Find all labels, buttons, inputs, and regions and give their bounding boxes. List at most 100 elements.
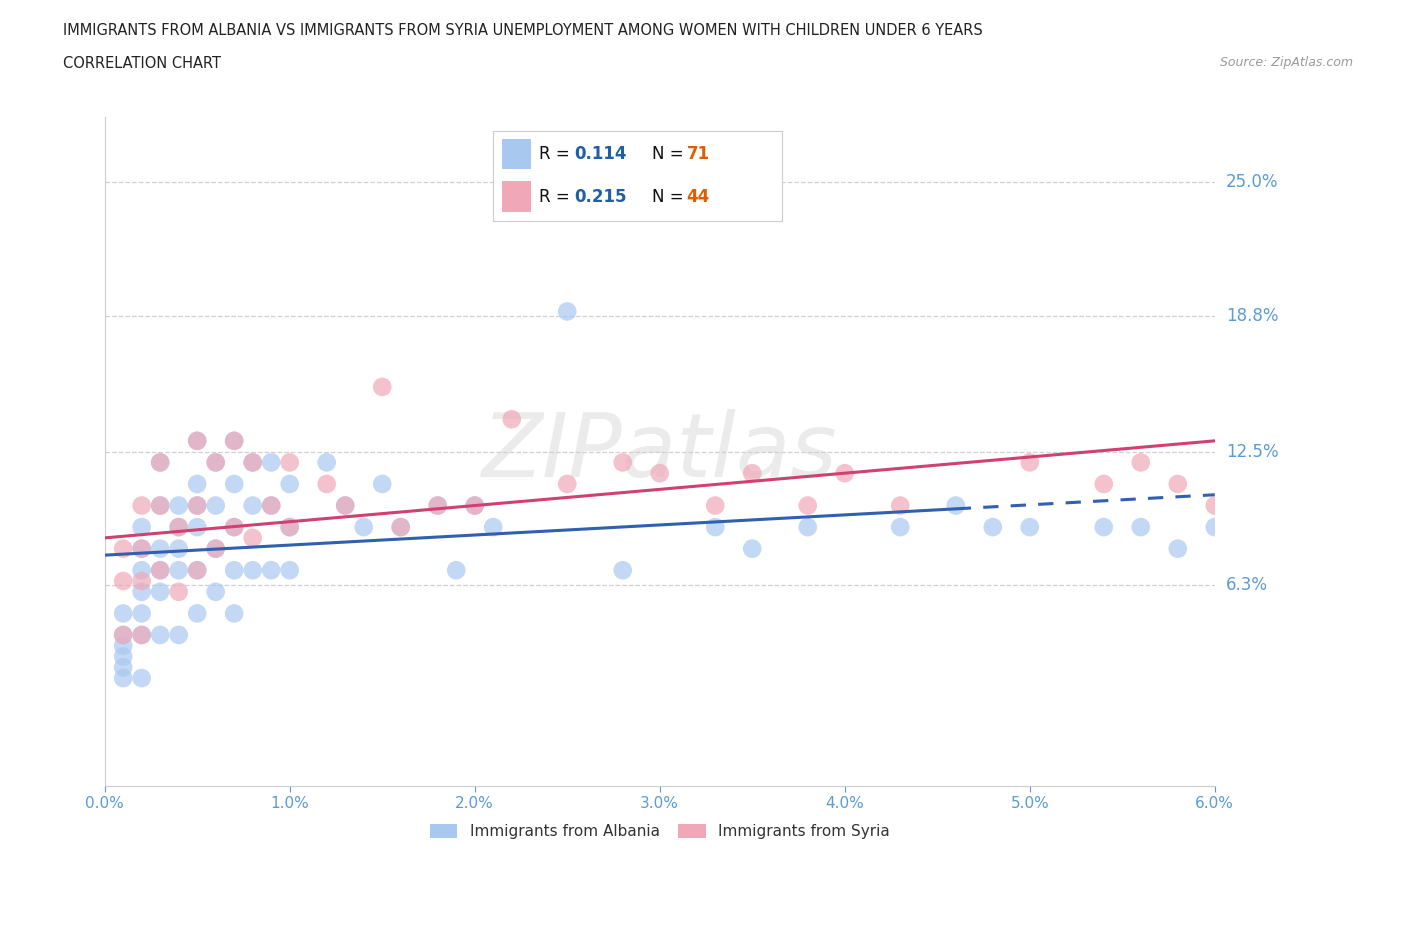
Point [131,541,153,556]
Point [112,606,135,621]
Point [741,541,763,556]
Point [112,638,135,653]
Point [112,628,135,643]
Text: Source: ZipAtlas.com: Source: ZipAtlas.com [1219,56,1353,69]
Point [389,520,412,535]
Point [167,498,190,513]
Point [167,520,190,535]
Point [260,498,283,513]
Point [555,476,578,491]
Point [889,498,911,513]
Point [389,520,412,535]
Point [167,584,190,599]
Point [131,498,153,513]
Point [796,520,818,535]
Point [555,304,578,319]
Point [224,563,246,578]
Point [741,466,763,481]
Point [186,433,208,448]
Text: 6.3%: 6.3% [1226,577,1268,594]
Point [1092,520,1115,535]
Point [186,563,208,578]
Point [204,541,226,556]
Point [112,671,135,685]
Point [1129,455,1152,470]
Point [981,520,1004,535]
Point [131,628,153,643]
Point [278,520,301,535]
Point [1204,498,1226,513]
Point [186,498,208,513]
Point [224,433,246,448]
Point [112,628,135,643]
Point [131,563,153,578]
Point [149,563,172,578]
Point [149,563,172,578]
Text: 25.0%: 25.0% [1226,173,1278,191]
Point [371,476,394,491]
Point [260,498,283,513]
Point [131,584,153,599]
Point [186,520,208,535]
Point [131,671,153,685]
Point [1018,455,1040,470]
Point [131,606,153,621]
Point [149,455,172,470]
Point [224,520,246,535]
Point [186,433,208,448]
Point [112,660,135,675]
Point [204,584,226,599]
Point [167,520,190,535]
Point [167,541,190,556]
Point [612,563,634,578]
Point [186,498,208,513]
Point [315,455,337,470]
Point [131,541,153,556]
Point [482,520,505,535]
Point [186,476,208,491]
Point [204,455,226,470]
Point [260,563,283,578]
Point [278,476,301,491]
Point [242,498,264,513]
Point [112,574,135,589]
Legend: Immigrants from Albania, Immigrants from Syria: Immigrants from Albania, Immigrants from… [423,817,896,845]
Point [834,466,856,481]
Point [1092,476,1115,491]
Point [204,455,226,470]
Point [186,563,208,578]
Point [149,498,172,513]
Point [1129,520,1152,535]
Point [186,606,208,621]
Point [149,541,172,556]
Point [149,628,172,643]
Point [796,498,818,513]
Point [612,455,634,470]
Point [131,574,153,589]
Point [444,563,467,578]
Point [353,520,375,535]
Point [112,649,135,664]
Point [204,498,226,513]
Text: ZIPatlas: ZIPatlas [482,408,838,495]
Point [149,584,172,599]
Point [204,541,226,556]
Point [242,455,264,470]
Point [224,476,246,491]
Point [371,379,394,394]
Point [131,520,153,535]
Point [167,563,190,578]
Text: IMMIGRANTS FROM ALBANIA VS IMMIGRANTS FROM SYRIA UNEMPLOYMENT AMONG WOMEN WITH C: IMMIGRANTS FROM ALBANIA VS IMMIGRANTS FR… [63,23,983,38]
Point [278,563,301,578]
Point [112,541,135,556]
Point [464,498,486,513]
Point [501,412,523,427]
Point [1167,541,1189,556]
Point [278,455,301,470]
Point [335,498,357,513]
Point [1167,476,1189,491]
Point [464,498,486,513]
Point [149,455,172,470]
Point [1204,520,1226,535]
Point [889,520,911,535]
